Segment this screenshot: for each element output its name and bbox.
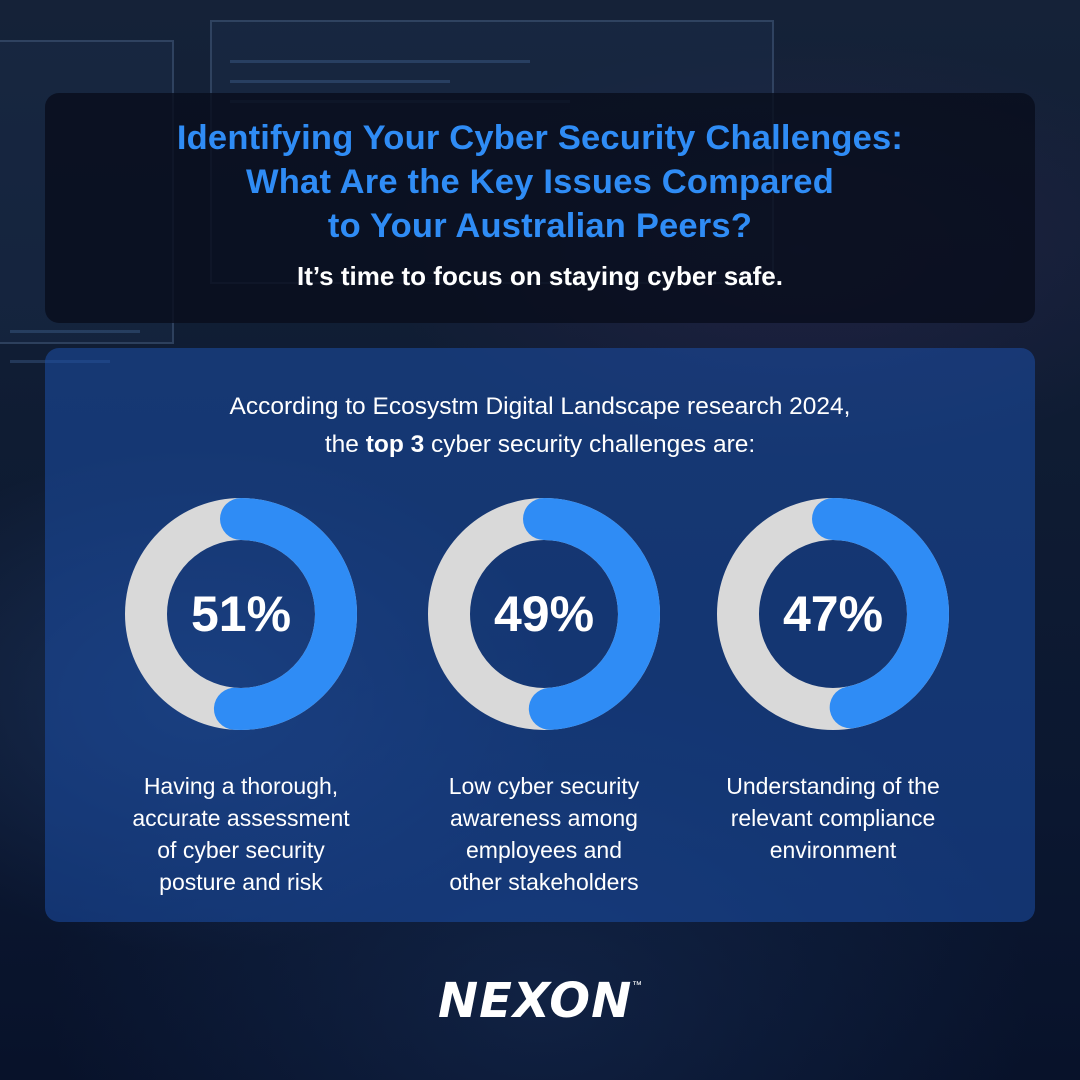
stat-value: 47%: [782, 586, 884, 642]
title-line: What Are the Key Issues Compared: [246, 163, 834, 201]
caption-line: accurate assessment: [132, 805, 350, 831]
donut-chart: [717, 498, 949, 730]
intro-text: According to Ecosystm Digital Landscape …: [0, 388, 1080, 464]
background-code-line: [10, 330, 140, 333]
stat-caption: Understanding of the relevant compliance e…: [693, 770, 973, 866]
title-line: Identifying Your Cyber Security Challeng…: [176, 119, 904, 157]
intro-emphasis: top 3: [365, 431, 425, 458]
stat-caption: Low cyber security awareness among employe…: [404, 770, 684, 898]
caption-line: Low cyber security: [448, 773, 640, 799]
stat-value: 49%: [493, 586, 595, 642]
intro-line: According to Ecosystm Digital Landscape …: [229, 393, 851, 420]
donut-chart: [428, 498, 660, 730]
caption-line: Having a thorough,: [143, 773, 339, 799]
caption-line: relevant compliance: [730, 805, 936, 831]
background-code-line: [230, 80, 450, 83]
caption-line: employees and: [466, 837, 622, 863]
caption-line: of cyber security: [157, 837, 325, 863]
donut-value-arc: [428, 498, 660, 730]
brand-logo: NEXON ™: [438, 976, 642, 1026]
title-line: to Your Australian Peers?: [327, 207, 753, 245]
page-title: Identifying Your Cyber Security Challeng…: [0, 116, 1080, 248]
intro-line: the: [324, 431, 366, 458]
caption-line: awareness among: [450, 805, 638, 831]
stats-panel: [45, 348, 1035, 922]
logo-wordmark: NEXON: [438, 973, 633, 1029]
donut-value-arc: [125, 498, 357, 730]
caption-line: other stakeholders: [449, 869, 639, 895]
background-code-line: [230, 60, 530, 63]
caption-line: environment: [769, 837, 897, 863]
trademark-mark: ™: [632, 980, 642, 991]
intro-line: cyber security challenges are:: [424, 431, 756, 458]
donut-chart: [125, 498, 357, 730]
stat-value: 51%: [190, 586, 292, 642]
donut-value-arc: [717, 498, 949, 730]
caption-line: Understanding of the: [726, 773, 940, 799]
caption-line: posture and risk: [159, 869, 323, 895]
stat-caption: Having a thorough, accurate assessment of …: [101, 770, 381, 898]
page-subtitle: It’s time to focus on staying cyber safe…: [297, 261, 783, 291]
title-panel: [45, 93, 1035, 323]
